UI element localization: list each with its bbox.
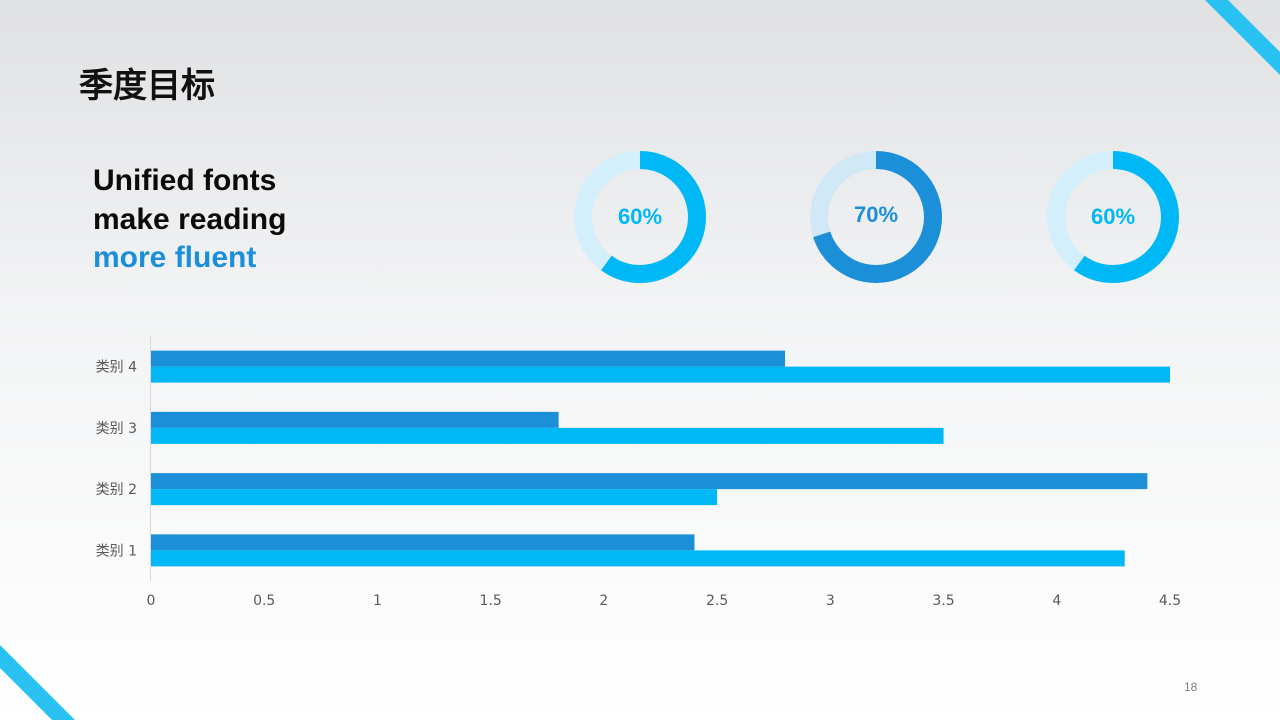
bar-series-1-category-3	[151, 411, 559, 428]
bar-series-2-category-2	[151, 489, 718, 506]
tagline-line-1: Unified fonts	[93, 164, 277, 197]
category-label: 类别 1	[96, 543, 137, 559]
x-tick-label: 4.5	[1159, 593, 1181, 609]
tagline: Unified fonts make reading more fluent	[93, 162, 286, 278]
donut-progress-arc	[574, 151, 706, 283]
x-tick-label: 3.5	[932, 593, 954, 609]
bar-series-2-category-3	[151, 427, 944, 444]
donut-label-3: 60%	[1090, 204, 1136, 229]
bar-series-1-category-4	[151, 350, 786, 367]
donut-chart-3: 60%	[1046, 150, 1180, 284]
bar-series-1-category-2	[151, 473, 1148, 490]
donut-ring-2	[810, 151, 942, 283]
tagline-line-2: make reading	[93, 202, 287, 236]
x-tick-label: 2	[599, 593, 608, 609]
donut-chart-2: 70%	[809, 150, 943, 284]
donut-label-2: 70%	[853, 202, 899, 227]
slide-title: 季度目标	[79, 66, 215, 106]
category-label: 类别 2	[96, 482, 137, 498]
x-tick-label: 3	[826, 593, 835, 609]
category-label: 类别 3	[96, 421, 137, 437]
donut-ring-3	[1047, 151, 1179, 283]
category-label: 类别 4	[96, 360, 137, 376]
bar-series-2-category-1	[151, 550, 1125, 567]
x-tick-label: 1.5	[480, 593, 502, 609]
bar-series-1-category-1	[151, 534, 695, 551]
donut-label-1: 60%	[617, 204, 663, 229]
tagline-highlight: more fluent	[93, 241, 257, 274]
x-tick-label: 0	[147, 593, 156, 609]
x-tick-label: 4	[1052, 593, 1061, 609]
x-tick-label: 1	[373, 593, 382, 609]
donut-ring-1	[574, 151, 706, 283]
bar-series-2-category-4	[151, 366, 1170, 383]
donut-progress-arc	[810, 151, 942, 283]
page-number: 18	[1184, 680, 1198, 694]
donut-chart-1: 60%	[573, 150, 707, 284]
x-tick-label: 0.5	[253, 593, 275, 609]
x-tick-label: 2.5	[706, 593, 728, 609]
donut-progress-arc	[1047, 151, 1179, 283]
